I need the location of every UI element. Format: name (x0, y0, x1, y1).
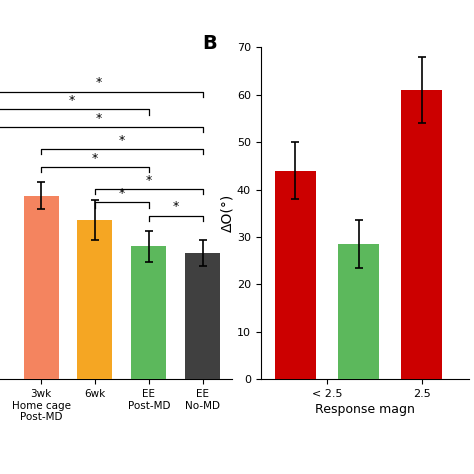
Text: *: * (118, 187, 125, 200)
Text: *: * (146, 174, 152, 187)
X-axis label: Response magn: Response magn (315, 403, 415, 416)
Text: *: * (92, 152, 98, 164)
Text: *: * (96, 112, 102, 125)
Text: *: * (96, 76, 102, 90)
Bar (131, 246, 166, 379)
Text: B: B (202, 34, 217, 53)
Bar (275, 171, 316, 379)
Text: *: * (69, 94, 75, 107)
Bar (338, 244, 379, 379)
Bar (24, 196, 59, 379)
Text: *: * (118, 134, 125, 147)
Bar (401, 90, 442, 379)
Y-axis label: ΔO(°): ΔO(°) (220, 194, 234, 232)
Text: *: * (173, 201, 179, 213)
Bar (185, 253, 220, 379)
Bar (77, 220, 112, 379)
